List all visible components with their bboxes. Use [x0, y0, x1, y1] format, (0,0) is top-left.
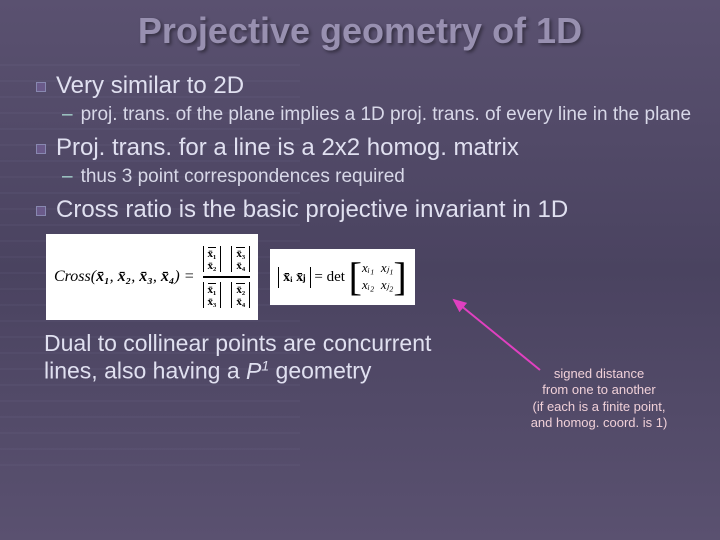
bullet-marker-icon	[36, 82, 46, 92]
determinant-formula: x̄ᵢ x̄ⱼ = det [ xᵢ₁ xⱼ₁ xᵢ₂ xⱼ₂ ]	[270, 249, 415, 305]
arg-1: x̄₁	[96, 268, 110, 285]
det-b: x̄ⱼ	[296, 270, 305, 285]
cross-label: Cross	[54, 268, 91, 285]
det-a: x̄ᵢ	[283, 270, 292, 285]
bullet-1: Very similar to 2D	[36, 72, 694, 100]
bottom-row: Dual to collinear points are concurrent …	[26, 330, 694, 431]
fraction-line	[203, 276, 251, 278]
bullet-1-sub-1-text: proj. trans. of the plane implies a 1D p…	[81, 104, 691, 126]
cross-ratio-formula: Cross(x̄₁, x̄₂, x̄₃, x̄₄) = x̄₁ x̄₂ x̄₃ …	[46, 234, 258, 320]
numerator: x̄₁ x̄₂ x̄₃ x̄₄	[203, 246, 251, 272]
dual-text: Dual to collinear points are concurrent …	[44, 330, 484, 431]
matrix: [ xᵢ₁ xⱼ₁ xᵢ₂ xⱼ₂ ]	[349, 260, 407, 294]
denominator: x̄₁ x̄₃ x̄₂ x̄₄	[203, 282, 251, 308]
signed-distance-note: signed distance from one to another (if …	[504, 366, 694, 431]
det-n1: x̄₁ x̄₂	[203, 246, 222, 272]
dash-icon: –	[62, 166, 73, 188]
slide-title: Projective geometry of 1D	[26, 10, 694, 52]
bullet-2-text: Proj. trans. for a line is a 2x2 homog. …	[56, 134, 519, 162]
det-label: det	[327, 269, 345, 285]
bullet-marker-icon	[36, 206, 46, 216]
bullet-marker-icon	[36, 144, 46, 154]
det-d2: x̄₂ x̄₄	[231, 282, 250, 308]
bullet-3: Cross ratio is the basic projective inva…	[36, 196, 694, 224]
formula-row: Cross(x̄₁, x̄₂, x̄₃, x̄₄) = x̄₁ x̄₂ x̄₃ …	[46, 234, 694, 320]
det-n2: x̄₃ x̄₄	[231, 246, 250, 272]
bullet-2: Proj. trans. for a line is a 2x2 homog. …	[36, 134, 694, 162]
bullet-3-text: Cross ratio is the basic projective inva…	[56, 196, 568, 224]
det-d1: x̄₁ x̄₃	[203, 282, 222, 308]
bullet-2-sub-1-text: thus 3 point correspondences required	[81, 166, 405, 188]
arg-4: x̄₄	[161, 268, 175, 285]
bullet-1-text: Very similar to 2D	[56, 72, 244, 100]
arg-2: x̄₂	[118, 268, 132, 285]
bullet-2-sub-1: – thus 3 point correspondences required	[62, 166, 694, 188]
dash-icon: –	[62, 104, 73, 126]
arg-3: x̄₃	[139, 268, 153, 285]
bullet-1-sub-1: – proj. trans. of the plane implies a 1D…	[62, 104, 694, 126]
fraction: x̄₁ x̄₂ x̄₃ x̄₄ x̄₁ x̄₃	[203, 246, 251, 308]
